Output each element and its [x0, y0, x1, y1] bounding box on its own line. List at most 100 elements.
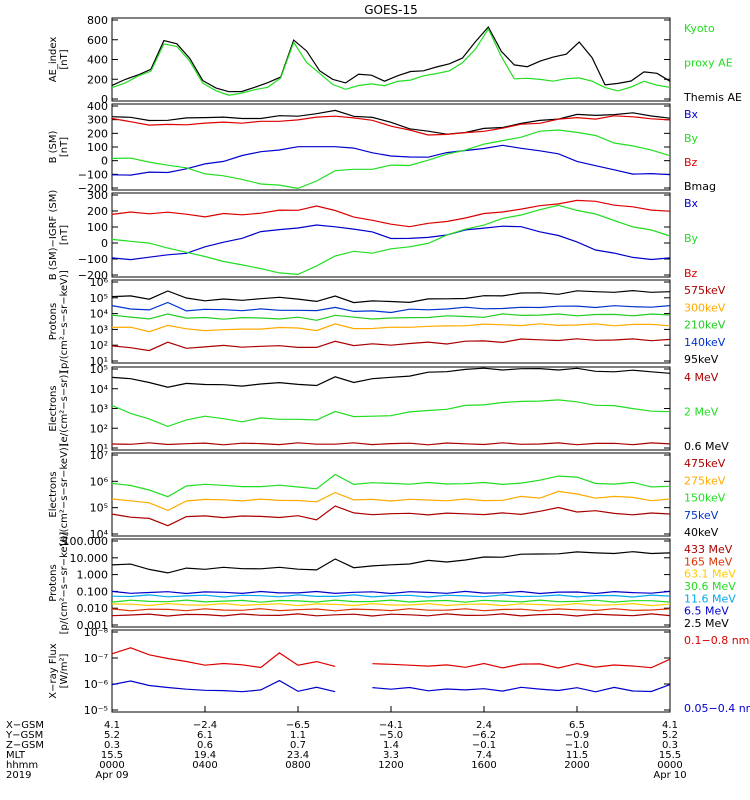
y-axis-label: [e/(cm²−s−sr)] — [59, 371, 70, 447]
series-line — [111, 594, 671, 598]
y-tick-label: 300 — [87, 114, 108, 127]
series-line — [111, 199, 671, 228]
x-tick-label: 0.3 — [662, 740, 678, 751]
y-tick-label: 10³ — [90, 403, 108, 416]
y-tick-label: 600 — [87, 34, 108, 47]
x-row-label: Y−GSM — [5, 730, 43, 741]
x-tick-label: 5.2 — [104, 730, 120, 741]
legend-label: 0.05−0.4 nm — [684, 702, 750, 715]
x-tick-label: −5.0 — [379, 730, 403, 741]
series-line — [111, 647, 671, 669]
x-tick-label: −1.0 — [565, 740, 589, 751]
y-tick-label: 100 — [87, 141, 108, 154]
panel-frame — [111, 538, 671, 628]
y-tick-label: 1.000 — [77, 569, 109, 582]
y-tick-label: 10⁷ — [90, 449, 108, 462]
x-row-label: 2019 — [6, 770, 31, 781]
x-tick-label: 6.5 — [569, 720, 585, 731]
y-axis-label: X−ray Flux — [48, 643, 59, 698]
y-axis-label: B (SM)−IGRF (SM) — [48, 190, 59, 281]
x-tick-label: Apr 10 — [653, 770, 686, 781]
panel-electrons2: 10⁷ 10⁶ 10⁵ 10⁴ Electrons [e/(cm²−s−sr−keV)] 4… — [48, 443, 726, 546]
panel-frame — [111, 192, 671, 278]
x-row-label: X−GSM — [6, 720, 44, 731]
x-tick-label: −4.1 — [379, 720, 403, 731]
series-line — [111, 490, 671, 512]
legend-label: 300keV — [684, 301, 726, 314]
y-tick-label: 400 — [87, 54, 108, 67]
legend-label: By — [684, 232, 699, 245]
x-tick-label: 1200 — [378, 760, 403, 771]
x-tick-label: 0.7 — [290, 740, 306, 751]
legend-label: 11.6 MeV — [684, 592, 736, 605]
series-line — [111, 204, 671, 276]
series-line — [111, 289, 671, 304]
x-tick-label: −2.4 — [193, 720, 217, 731]
legend-label: 95keV — [684, 353, 719, 366]
legend-label: 475keV — [684, 457, 726, 470]
x-tick-label: 1.1 — [290, 730, 306, 741]
panel-xray: 10⁻⁸ 10⁻⁷ 10⁻⁶ 10⁻⁵ X−ray Flux [W/m²] 0.1−0.8 … — [48, 626, 750, 717]
y-axis-label: Protons — [48, 303, 59, 340]
y-tick-label: 100 — [87, 221, 108, 234]
x-tick-label: 2000 — [564, 760, 589, 771]
series-line — [111, 313, 671, 321]
chart-title: GOES-15 — [364, 3, 418, 17]
legend-label: 2.5 MeV — [684, 617, 729, 630]
series-line — [111, 129, 671, 190]
legend-label: 75keV — [684, 509, 719, 522]
y-axis-label: [nT] — [59, 225, 70, 245]
y-tick-label: 0 — [101, 237, 108, 250]
y-axis-label: Electrons — [48, 385, 59, 431]
panel-frame — [111, 629, 671, 713]
series-line — [111, 144, 671, 176]
x-tick-label: 11.5 — [566, 750, 588, 761]
y-tick-label: −100 — [78, 168, 108, 181]
legend-label: 0.6 MeV — [684, 440, 729, 453]
series-line — [111, 224, 671, 261]
series-line — [111, 25, 671, 93]
legend-label: 210keV — [684, 319, 726, 332]
x-row-label: MLT — [6, 750, 26, 761]
x-tick-label: −6.5 — [286, 720, 310, 731]
legend-label: 6.5 MeV — [684, 605, 729, 618]
series-line — [111, 301, 671, 314]
y-axis-label: AE_index — [48, 37, 59, 83]
panel-frame — [111, 366, 671, 451]
legend-label: Bmag — [684, 180, 716, 193]
legend-label: 0.1−0.8 nm — [684, 634, 749, 647]
legend-label: proxy AE — [684, 57, 733, 70]
y-tick-label: 10⁻⁵ — [84, 704, 108, 717]
x-tick-label: Apr 09 — [95, 770, 128, 781]
x-tick-label: 19.4 — [194, 750, 216, 761]
x-tick-label: 0000 — [99, 760, 124, 771]
series-line — [111, 367, 671, 388]
x-tick-label: 1600 — [471, 760, 496, 771]
x-tick-label: 0400 — [192, 760, 217, 771]
series-line — [111, 679, 671, 693]
panel-frame — [111, 279, 671, 364]
y-tick-label: −200 — [78, 182, 108, 195]
x-tick-label: 1.4 — [383, 740, 399, 751]
series-line — [111, 602, 671, 607]
y-tick-label: 100.000 — [63, 535, 109, 548]
y-tick-label: 10⁻⁶ — [84, 678, 109, 691]
y-tick-label: 400 — [87, 100, 108, 113]
y-tick-label: 200 — [87, 127, 108, 140]
panel-frame — [111, 103, 671, 191]
panel-bigrf: 300 200 100 0 −100 −200 B (SM)−IGRF (SM) [nT] Bx… — [48, 189, 699, 282]
legend-label: Kyoto — [684, 22, 715, 35]
x-tick-label: −6.2 — [472, 730, 496, 741]
panel-protons2: 100.000 10.000 1.000 0.100 0.010 0.001 Protons… — [48, 532, 736, 635]
legend-label: 2 MeV — [684, 406, 719, 419]
series-line — [111, 27, 671, 96]
x-tick-label: 4.1 — [104, 720, 120, 731]
x-tick-label: 15.5 — [659, 750, 681, 761]
x-tick-label: 15.5 — [101, 750, 123, 761]
legend-label: Bx — [684, 197, 699, 210]
y-axis-label: Protons — [48, 564, 59, 601]
x-tick-label: 23.4 — [287, 750, 309, 761]
y-tick-label: 10⁶ — [90, 276, 109, 289]
